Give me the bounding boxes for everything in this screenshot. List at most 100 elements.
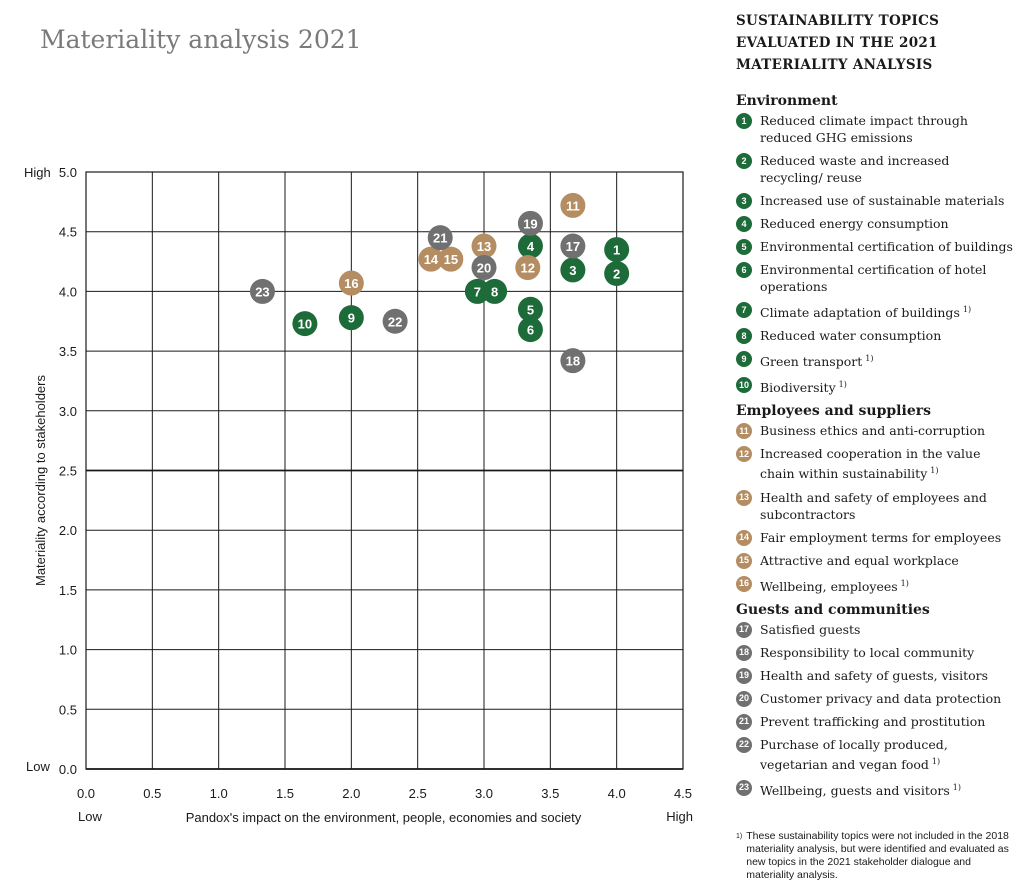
y-tick-label: 4.5 bbox=[59, 225, 77, 240]
legend-heading-line: SUSTAINABILITY TOPICS bbox=[736, 13, 940, 29]
legend-footnote-mark: 1) bbox=[952, 782, 962, 792]
data-point-label: 10 bbox=[298, 317, 312, 332]
data-point-label: 3 bbox=[569, 263, 576, 278]
data-point-label: 14 bbox=[424, 252, 439, 267]
legend-item-text: Attractive and equal workplace bbox=[760, 552, 959, 568]
legend-item-text: Environmental certification of buildings bbox=[760, 239, 1013, 254]
legend-heading-line: MATERIALITY ANALYSIS bbox=[736, 57, 933, 73]
footnote-text: These sustainability topics were not inc… bbox=[746, 830, 1009, 881]
x-tick-label: 0.5 bbox=[143, 786, 161, 801]
plot-frame bbox=[85, 171, 684, 770]
legend-group: Environment 1 Reduced climate impact throu… bbox=[736, 92, 1016, 396]
legend-item-text: Reduced energy consumption bbox=[760, 216, 949, 231]
data-point bbox=[517, 317, 543, 343]
y-tick-label: 3.5 bbox=[59, 344, 77, 359]
legend-item: 9 Green transport 1) bbox=[736, 350, 1016, 370]
data-point bbox=[560, 192, 586, 218]
data-point-label: 15 bbox=[444, 252, 458, 267]
data-point bbox=[604, 260, 630, 286]
data-point-label: 20 bbox=[477, 261, 491, 276]
legend-item-text: Biodiversity 1) bbox=[760, 380, 847, 396]
y-tick-label: 1.5 bbox=[59, 583, 77, 598]
legend-item: 3 Increased use of sustainable materials bbox=[736, 192, 1016, 209]
legend-badge: 2 bbox=[736, 153, 752, 169]
x-tick-label: 1.5 bbox=[276, 786, 294, 801]
x-tick-label: 0.0 bbox=[77, 786, 95, 801]
data-point-label: 11 bbox=[566, 198, 580, 213]
legend-badge: 20 bbox=[736, 690, 752, 707]
legend-item: 14 Fair employment terms for employees bbox=[736, 529, 1016, 546]
legend-group-title: Employees and suppliers bbox=[736, 403, 931, 420]
legend-item-text: Increased cooperation in the value chain… bbox=[760, 446, 981, 482]
x-low-label: Low bbox=[78, 809, 102, 824]
data-point bbox=[471, 255, 497, 281]
legend-item-text: Health and safety of guests, visitors bbox=[760, 667, 989, 683]
data-point bbox=[418, 246, 444, 272]
data-point bbox=[560, 233, 586, 259]
data-point-label: 19 bbox=[523, 216, 537, 231]
y-tick-label: 0.5 bbox=[59, 702, 77, 717]
data-point-label: 12 bbox=[521, 261, 535, 276]
data-point bbox=[438, 246, 464, 272]
data-point bbox=[560, 257, 586, 283]
y-axis-title: Materiality according to stakeholders bbox=[33, 375, 48, 586]
page-title: Materiality analysis 2021 bbox=[40, 24, 362, 54]
legend-group: Employees and suppliers 11 Business ethics… bbox=[736, 402, 1016, 594]
data-point-label: 1 bbox=[613, 243, 620, 258]
data-point-label: 6 bbox=[527, 323, 534, 338]
legend-item: 2 Reduced waste and increased recycling/ … bbox=[736, 152, 1016, 186]
legend-item-text: Reduced climate impact through reduced G… bbox=[760, 113, 968, 145]
legend-badge: 3 bbox=[736, 193, 752, 209]
legend-item: 18 Responsibility to local community bbox=[736, 644, 1016, 661]
y-tick-label: 3.0 bbox=[59, 404, 77, 419]
legend-item-text: Wellbeing, guests and visitors 1) bbox=[760, 782, 962, 799]
legend-group-title: Environment bbox=[736, 93, 838, 109]
x-tick-label: 3.0 bbox=[475, 786, 493, 801]
x-tick-label: 3.5 bbox=[541, 786, 559, 801]
data-point-label: 22 bbox=[388, 314, 402, 329]
footnote-mark: 1) bbox=[736, 833, 743, 840]
data-point bbox=[517, 233, 543, 259]
x-tick-label: 4.5 bbox=[674, 786, 692, 801]
data-point bbox=[249, 278, 275, 304]
legend-item: 4 Reduced energy consumption bbox=[736, 215, 1016, 232]
legend-item: 22 Purchase of locally produced, vegetari… bbox=[736, 736, 1016, 773]
data-point bbox=[560, 348, 586, 374]
legend-item-text: Health and safety of employees and subco… bbox=[760, 489, 987, 522]
legend-group-title: Guests and communities bbox=[736, 601, 930, 618]
legend-item: 16 Wellbeing, employees 1) bbox=[736, 575, 1016, 595]
legend-badge: 11 bbox=[736, 423, 752, 440]
y-tick-label: 2.5 bbox=[59, 464, 77, 479]
legend-badge: 17 bbox=[736, 621, 752, 638]
legend-item: 10 Biodiversity 1) bbox=[736, 376, 1016, 396]
legend-badge: 8 bbox=[736, 328, 752, 345]
footnote: 1) These sustainability topics were not … bbox=[736, 830, 1011, 882]
data-point bbox=[382, 308, 408, 334]
legend-footnote-mark: 1) bbox=[962, 305, 972, 314]
legend-item-text: Reduced water consumption bbox=[760, 328, 942, 344]
legend-badge: 6 bbox=[736, 262, 752, 278]
legend-badge: 23 bbox=[736, 779, 752, 796]
x-tick-label: 4.0 bbox=[608, 786, 626, 801]
legend-item: 13 Health and safety of employees and sub… bbox=[736, 489, 1016, 523]
legend-badge: 18 bbox=[736, 644, 752, 661]
data-point-label: 4 bbox=[527, 239, 535, 254]
legend-heading: SUSTAINABILITY TOPICS EVALUATED IN THE 2… bbox=[736, 10, 1016, 76]
legend-item: 20 Customer privacy and data protection bbox=[736, 690, 1016, 707]
legend-groups: Environment 1 Reduced climate impact throu… bbox=[736, 92, 1016, 799]
x-tick-label: 1.0 bbox=[210, 786, 228, 801]
legend-item: 15 Attractive and equal workplace bbox=[736, 552, 1016, 569]
legend-item: 5 Environmental certification of building… bbox=[736, 238, 1016, 255]
data-point bbox=[604, 237, 630, 263]
legend-item-text: Responsibility to local community bbox=[760, 644, 975, 660]
data-point-label: 9 bbox=[348, 311, 355, 326]
y-tick-label: 2.0 bbox=[59, 523, 77, 538]
data-point bbox=[482, 278, 508, 304]
legend-footnote-mark: 1) bbox=[900, 578, 909, 588]
legend-item-text: Business ethics and anti-corruption bbox=[760, 423, 986, 439]
legend-item-text: Environmental certification of hotel ope… bbox=[760, 262, 987, 294]
legend-badge: 4 bbox=[736, 216, 752, 232]
legend-badge: 21 bbox=[736, 713, 752, 730]
data-point bbox=[338, 270, 364, 296]
y-low-label: Low bbox=[26, 759, 50, 774]
